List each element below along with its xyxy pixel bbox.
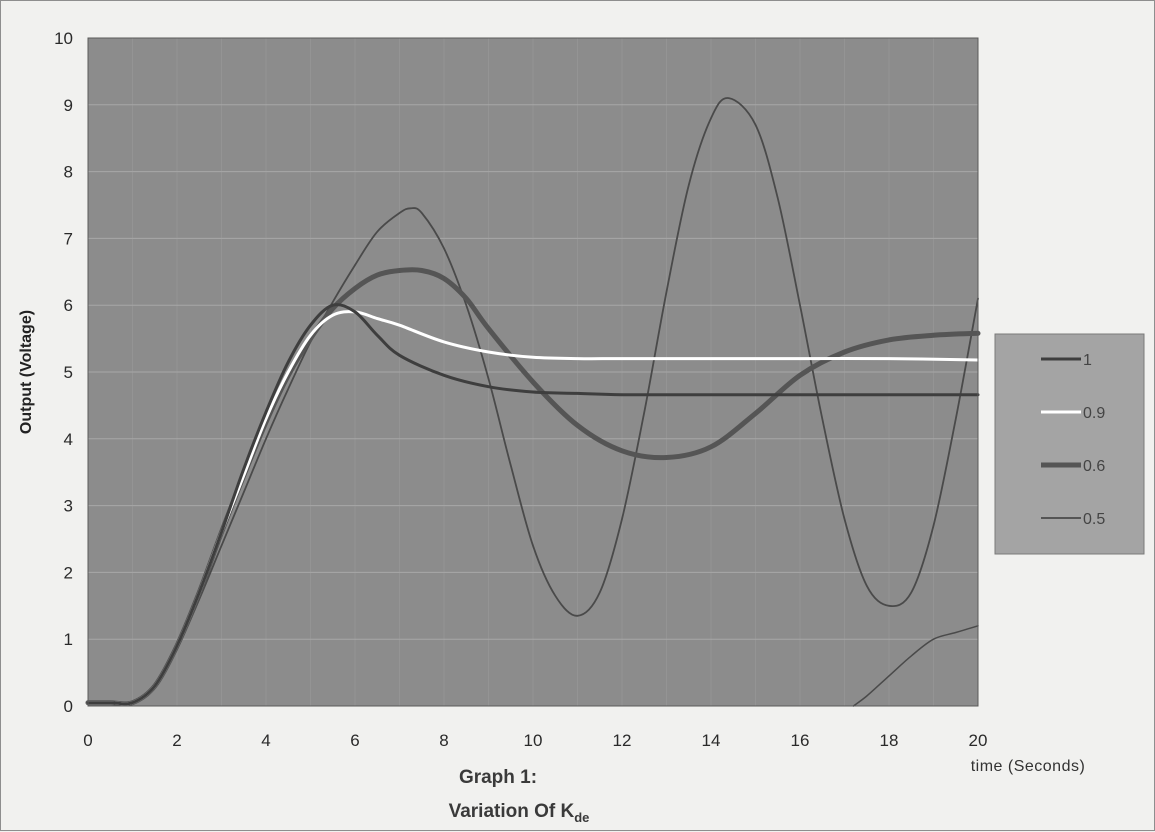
caption-main-text: Variation Of K	[449, 801, 575, 822]
y-tick-label: 1	[64, 630, 73, 649]
series-line-unlabeled	[852, 625, 979, 707]
x-tick-label: 16	[791, 731, 810, 750]
legend: 1 0.9 0.6 0.5	[994, 333, 1145, 555]
y-tick-label: 8	[64, 163, 73, 182]
x-tick-label: 4	[261, 731, 270, 750]
x-tick-label: 14	[702, 731, 721, 750]
x-tick-label: 6	[350, 731, 359, 750]
chart-caption-line1: Graph 1:	[459, 767, 537, 788]
series-line-1	[86, 303, 980, 706]
y-tick-label: 10	[54, 29, 73, 48]
legend-box	[994, 333, 1145, 555]
y-tick-label: 4	[64, 430, 73, 449]
x-tick-labels: 0 2 4 6 8 10 12 14 16 18 20	[83, 731, 987, 750]
y-tick-labels: 0 1 2 3 4 5 6 7 8 9 10	[54, 29, 73, 716]
series-line-0-5	[87, 97, 979, 705]
chart-caption-line2: Variation Of Kde	[449, 801, 590, 825]
x-tick-label: 2	[172, 731, 181, 750]
legend-label: 0.9	[1083, 405, 1105, 422]
y-tick-label: 2	[64, 563, 73, 582]
y-tick-label: 3	[64, 497, 73, 516]
legend-label: 0.6	[1083, 458, 1105, 475]
x-axis-title: time (Seconds)	[971, 758, 1086, 775]
y-tick-label: 5	[64, 363, 73, 382]
gridlines	[88, 37, 978, 707]
y-tick-label: 0	[64, 697, 73, 716]
x-tick-label: 10	[524, 731, 543, 750]
x-tick-label: 18	[880, 731, 899, 750]
y-tick-label: 7	[64, 229, 73, 248]
y-tick-label: 9	[64, 96, 73, 115]
y-tick-label: 6	[64, 296, 73, 315]
x-tick-label: 12	[613, 731, 632, 750]
x-tick-label: 0	[83, 731, 92, 750]
y-axis-title: Output (Voltage)	[18, 310, 35, 434]
caption-subscript: de	[574, 810, 589, 825]
x-tick-label: 20	[969, 731, 988, 750]
legend-label: 0.5	[1083, 511, 1105, 528]
x-tick-label: 8	[439, 731, 448, 750]
plot-border	[87, 37, 979, 707]
series-layer	[85, 97, 981, 707]
legend-label: 1	[1083, 352, 1092, 369]
